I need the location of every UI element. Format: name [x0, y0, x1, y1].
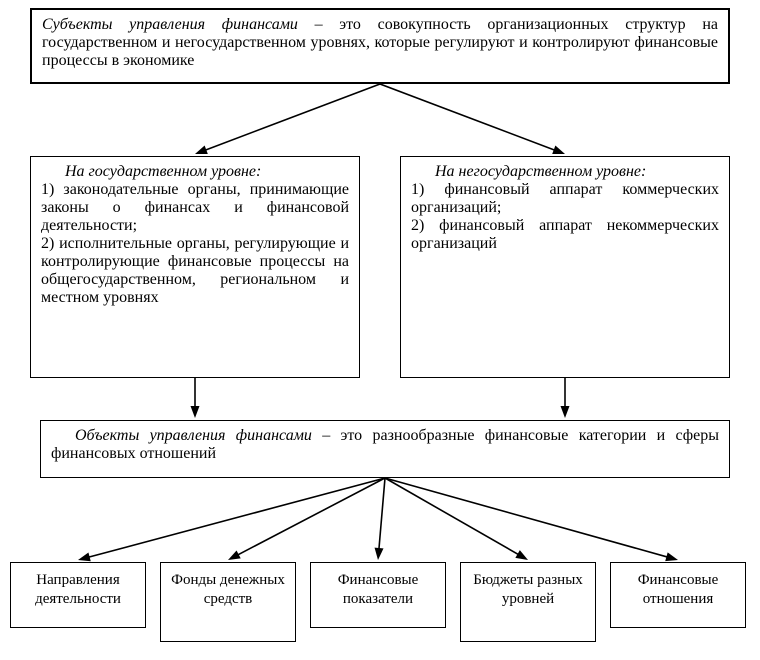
- state-level-box: На государственном уровне: 1) законодате…: [30, 156, 360, 378]
- leaf-directions: Направления деятельности: [10, 562, 146, 628]
- nonstate-level-box: На негосударственном уровне: 1) финансов…: [400, 156, 730, 378]
- nonstate-level-item-2: 2) финансовый аппарат некоммерческих орг…: [411, 217, 719, 253]
- objects-term: Объекты управления финансами: [75, 427, 312, 444]
- leaf-funds: Фонды денежных средств: [160, 562, 296, 642]
- state-level-title: На государственном уровне:: [41, 163, 349, 181]
- state-level-item-2: 2) исполнительные органы, регулирующие и…: [41, 235, 349, 307]
- objects-definition-box: Объекты управления финансами – это разно…: [40, 420, 730, 478]
- leaf-budgets: Бюджеты разных уровней: [460, 562, 596, 642]
- state-level-item-1: 1) законодательные органы, принимающие з…: [41, 181, 349, 235]
- leaf-indicators: Финансовые показатели: [310, 562, 446, 628]
- subjects-definition-box: Субъекты управления финансами – это сово…: [30, 8, 730, 84]
- nonstate-level-title: На негосударственном уровне:: [411, 163, 719, 181]
- subjects-term: Субъекты управления финансами: [42, 16, 298, 33]
- leaf-relations: Финансовые отношения: [610, 562, 746, 628]
- nonstate-level-item-1: 1) финансовый аппарат коммерческих орган…: [411, 181, 719, 217]
